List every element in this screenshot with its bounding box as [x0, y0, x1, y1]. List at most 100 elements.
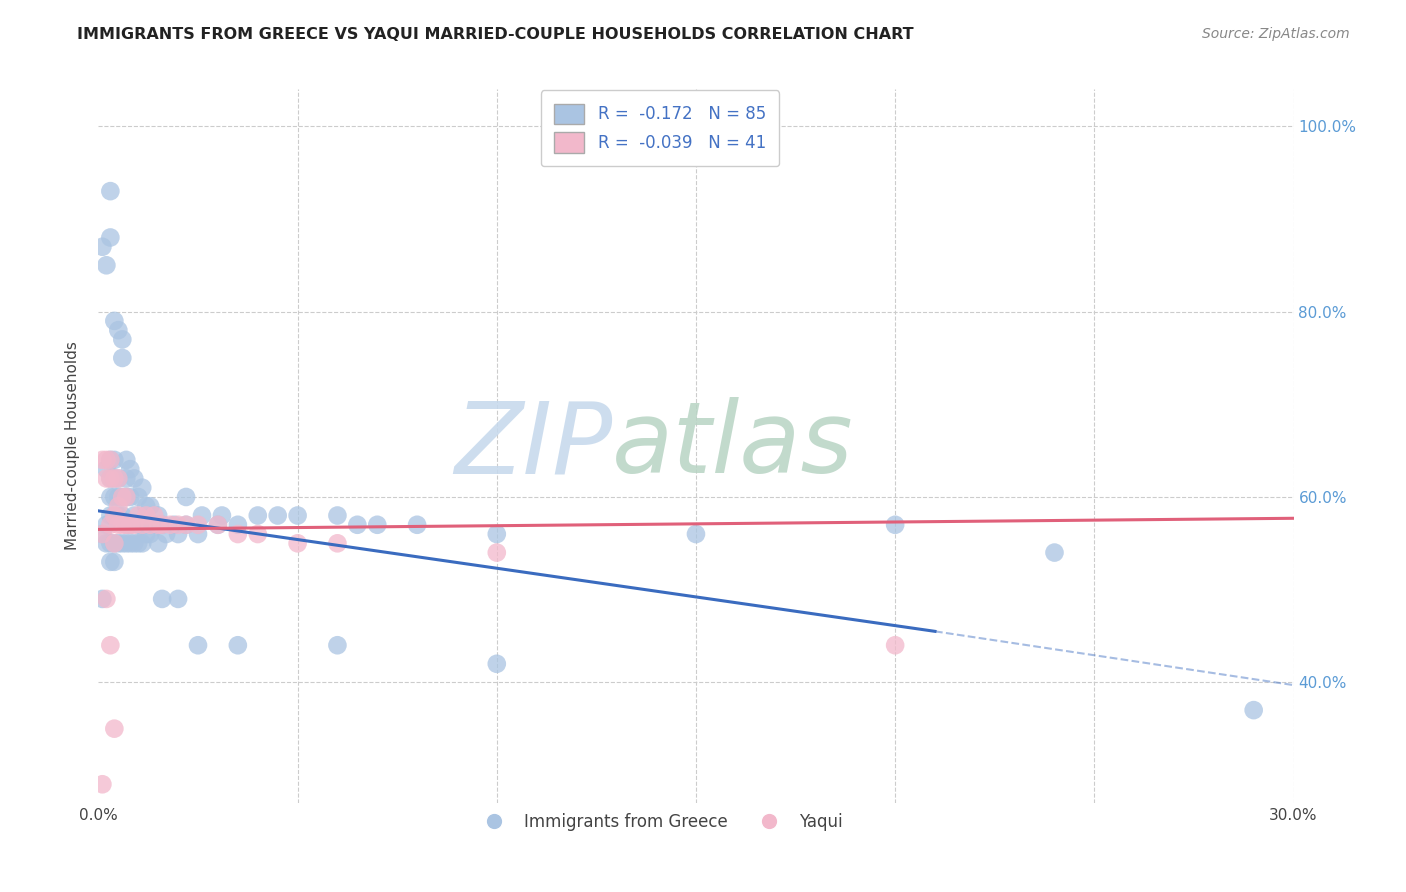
Point — [98, 453, 122, 467]
Point — [246, 508, 269, 523]
Point — [103, 508, 125, 523]
Point — [91, 527, 114, 541]
Point — [120, 536, 142, 550]
Point — [143, 517, 166, 532]
Point — [884, 517, 907, 532]
Point — [98, 453, 122, 467]
Point — [111, 517, 134, 532]
Point — [163, 517, 186, 532]
Point — [96, 258, 118, 272]
Point — [115, 471, 138, 485]
Point — [246, 527, 269, 541]
Point — [98, 638, 122, 652]
Point — [167, 527, 190, 541]
Point — [148, 536, 170, 550]
Point — [115, 517, 138, 532]
Point — [131, 536, 153, 550]
Point — [131, 517, 153, 532]
Text: IMMIGRANTS FROM GREECE VS YAQUI MARRIED-COUPLE HOUSEHOLDS CORRELATION CHART: IMMIGRANTS FROM GREECE VS YAQUI MARRIED-… — [77, 27, 914, 42]
Point — [1043, 545, 1066, 559]
Point — [107, 471, 129, 485]
Point — [98, 471, 122, 485]
Point — [226, 517, 249, 532]
Point — [103, 536, 125, 550]
Point — [107, 517, 129, 532]
Point — [326, 638, 349, 652]
Point — [884, 638, 907, 652]
Point — [150, 517, 173, 532]
Point — [174, 490, 197, 504]
Point — [127, 508, 149, 523]
Point — [226, 527, 249, 541]
Point — [191, 508, 214, 523]
Point — [124, 517, 146, 532]
Point — [131, 517, 153, 532]
Point — [103, 508, 125, 523]
Point — [174, 517, 197, 532]
Point — [96, 462, 118, 476]
Point — [111, 490, 134, 504]
Point — [148, 517, 170, 532]
Point — [187, 638, 209, 652]
Point — [135, 527, 157, 541]
Point — [98, 471, 122, 485]
Point — [115, 517, 138, 532]
Point — [111, 351, 134, 365]
Point — [98, 555, 122, 569]
Point — [98, 536, 122, 550]
Point — [139, 500, 162, 514]
Point — [91, 453, 114, 467]
Point — [127, 536, 149, 550]
Point — [485, 657, 508, 671]
Legend: Immigrants from Greece, Yaqui: Immigrants from Greece, Yaqui — [471, 806, 849, 838]
Point — [120, 462, 142, 476]
Point — [115, 490, 138, 504]
Point — [267, 508, 290, 523]
Point — [111, 536, 134, 550]
Point — [287, 536, 309, 550]
Point — [120, 517, 142, 532]
Point — [103, 490, 125, 504]
Point — [131, 481, 153, 495]
Point — [103, 722, 125, 736]
Point — [98, 517, 122, 532]
Point — [406, 517, 429, 532]
Point — [96, 517, 118, 532]
Point — [326, 508, 349, 523]
Point — [96, 471, 118, 485]
Point — [167, 591, 190, 606]
Point — [115, 453, 138, 467]
Point — [107, 500, 129, 514]
Point — [485, 527, 508, 541]
Point — [135, 500, 157, 514]
Point — [107, 536, 129, 550]
Point — [366, 517, 388, 532]
Point — [111, 508, 134, 523]
Point — [91, 240, 114, 254]
Point — [124, 536, 146, 550]
Point — [98, 230, 122, 244]
Point — [103, 536, 125, 550]
Point — [155, 527, 177, 541]
Point — [226, 638, 249, 652]
Point — [107, 490, 129, 504]
Point — [150, 517, 173, 532]
Point — [346, 517, 368, 532]
Point — [211, 508, 233, 523]
Point — [98, 508, 122, 523]
Point — [124, 508, 146, 523]
Point — [159, 517, 181, 532]
Text: Source: ZipAtlas.com: Source: ZipAtlas.com — [1202, 27, 1350, 41]
Point — [115, 490, 138, 504]
Point — [120, 490, 142, 504]
Point — [98, 490, 122, 504]
Point — [111, 490, 134, 504]
Point — [139, 517, 162, 532]
Point — [135, 508, 157, 523]
Point — [111, 333, 134, 347]
Point — [103, 471, 125, 485]
Point — [685, 527, 707, 541]
Point — [103, 453, 125, 467]
Point — [127, 517, 149, 532]
Point — [148, 508, 170, 523]
